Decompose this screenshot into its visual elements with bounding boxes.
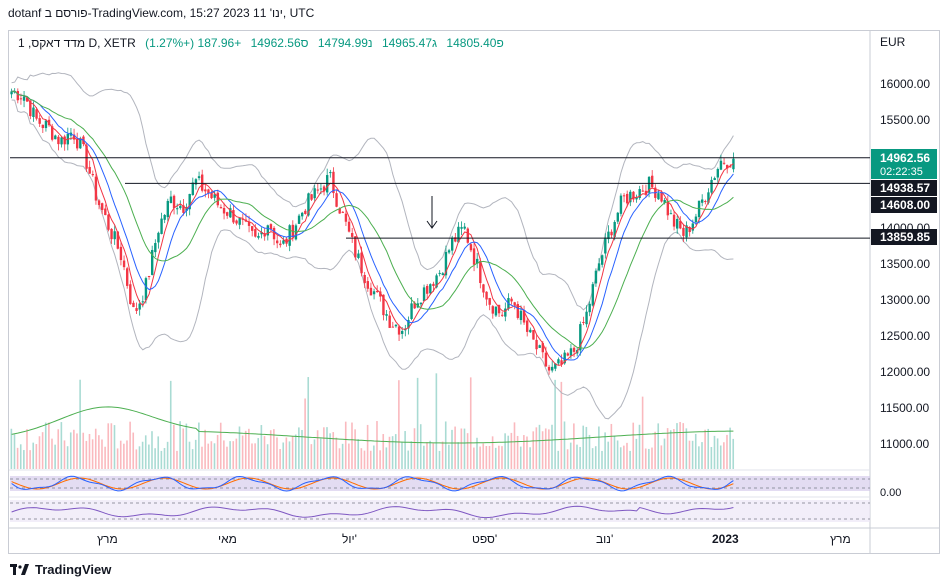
symbol-legend: 1 ,מדד דאקס D, XETR פ14805.40 ג14965.47 … [18,36,504,50]
legend-open: פ14805.40 [446,36,504,50]
tradingview-footer[interactable]: TradingView [10,562,111,577]
tradingview-logo-icon [10,563,29,575]
legend-high: ג14965.47 [381,36,438,50]
chart-frame [8,30,940,554]
footer-brand: TradingView [35,562,112,577]
chart-header-title: dotanf פורסם ב-TradingView.com, 15:27 20… [8,6,315,20]
legend-symbol[interactable]: 1 ,מדד דאקס D, XETR [18,36,136,50]
legend-low: נ14794.99 [317,36,373,50]
legend-change: +187.96 (+1.27%) [145,36,242,50]
legend-close: ס14962.56 [250,36,309,50]
